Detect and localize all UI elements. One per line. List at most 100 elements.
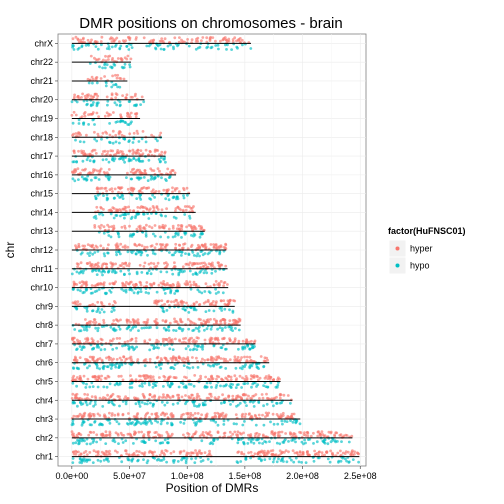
point-hyper xyxy=(103,376,107,380)
point-hyper xyxy=(343,452,347,455)
point-hyper xyxy=(102,321,106,325)
point-hypo xyxy=(79,329,83,333)
point-hyper xyxy=(223,431,227,435)
point-hyper xyxy=(88,451,92,454)
point-hypo xyxy=(167,176,171,180)
point-hyper xyxy=(192,396,196,400)
point-hyper xyxy=(90,337,94,341)
point-hypo xyxy=(334,440,337,444)
point-hypo xyxy=(124,439,128,443)
point-hyper xyxy=(269,449,273,453)
point-hyper xyxy=(85,340,88,344)
point-hypo xyxy=(190,457,193,461)
point-hyper xyxy=(235,394,239,398)
point-hyper xyxy=(186,282,189,285)
point-hyper xyxy=(257,413,261,417)
point-hypo xyxy=(85,178,88,182)
point-hyper xyxy=(100,358,104,362)
point-hypo xyxy=(94,326,98,330)
point-hyper xyxy=(147,262,151,266)
point-hypo xyxy=(106,99,110,103)
point-hypo xyxy=(203,328,206,332)
point-hyper xyxy=(249,450,253,454)
point-hyper xyxy=(155,302,159,306)
y-tick-label-chr2: chr2 xyxy=(35,433,53,443)
y-tick-label-chr8: chr8 xyxy=(35,320,53,330)
point-hyper xyxy=(139,149,143,153)
point-hyper xyxy=(91,78,95,81)
point-hypo xyxy=(202,403,205,407)
point-hypo xyxy=(220,401,223,405)
point-hyper xyxy=(122,152,125,156)
point-hyper xyxy=(79,376,82,380)
point-hypo xyxy=(80,348,84,351)
point-hypo xyxy=(148,383,151,387)
point-hyper xyxy=(219,280,223,283)
point-hyper xyxy=(73,93,76,97)
point-hypo xyxy=(203,290,207,293)
point-hyper xyxy=(86,77,90,81)
point-hypo xyxy=(196,327,200,331)
point-hyper xyxy=(91,358,95,362)
point-hyper xyxy=(106,55,110,58)
point-hyper xyxy=(320,451,324,454)
point-hyper xyxy=(192,262,196,265)
point-hypo xyxy=(308,437,312,441)
y-tick-label-chr13: chr13 xyxy=(30,226,53,236)
x-axis-title: Position of DMRs xyxy=(166,481,259,495)
point-hyper xyxy=(71,433,74,436)
point-hyper xyxy=(140,205,143,208)
point-hyper xyxy=(120,133,124,137)
point-hyper xyxy=(90,395,94,399)
point-hypo xyxy=(209,364,212,368)
point-hyper xyxy=(219,299,223,303)
point-hyper xyxy=(100,223,103,227)
point-hypo xyxy=(228,308,231,312)
point-hyper xyxy=(86,336,89,340)
point-hypo xyxy=(115,420,119,423)
point-hyper xyxy=(233,299,237,303)
point-hypo xyxy=(194,326,198,330)
point-hypo xyxy=(171,402,175,406)
point-hyper xyxy=(229,375,233,379)
point-hypo xyxy=(86,174,90,178)
point-hypo xyxy=(194,47,198,51)
point-hypo xyxy=(151,385,155,389)
point-hyper xyxy=(209,318,212,321)
point-hypo xyxy=(153,177,157,180)
point-hyper xyxy=(210,434,213,438)
point-hyper xyxy=(81,37,85,41)
point-hypo xyxy=(155,458,159,462)
point-hyper xyxy=(274,453,278,456)
point-hyper xyxy=(115,245,118,248)
point-hypo xyxy=(74,138,77,142)
point-hyper xyxy=(220,263,224,267)
point-hypo xyxy=(177,250,181,254)
point-hyper xyxy=(245,377,249,380)
point-hypo xyxy=(89,442,92,446)
point-hyper xyxy=(127,205,130,209)
point-hyper xyxy=(233,358,237,361)
point-hypo xyxy=(159,422,163,426)
point-hypo xyxy=(99,348,103,352)
point-hypo xyxy=(80,459,84,463)
point-hyper xyxy=(164,224,167,228)
point-hyper xyxy=(72,450,75,454)
point-hyper xyxy=(191,413,195,417)
point-hypo xyxy=(132,348,136,352)
point-hypo xyxy=(121,197,125,201)
point-hyper xyxy=(214,39,217,43)
point-hypo xyxy=(194,272,198,276)
point-hyper xyxy=(333,433,336,437)
point-hypo xyxy=(216,437,220,441)
point-hyper xyxy=(153,450,156,454)
point-hyper xyxy=(90,263,94,266)
x-tick-label: 5.0e+07 xyxy=(113,471,146,481)
point-hypo xyxy=(302,442,305,446)
point-hypo xyxy=(263,458,267,461)
point-hypo xyxy=(89,291,93,295)
point-hypo xyxy=(94,214,97,218)
point-hypo xyxy=(230,48,234,51)
point-hypo xyxy=(189,287,193,291)
point-hypo xyxy=(168,385,172,389)
